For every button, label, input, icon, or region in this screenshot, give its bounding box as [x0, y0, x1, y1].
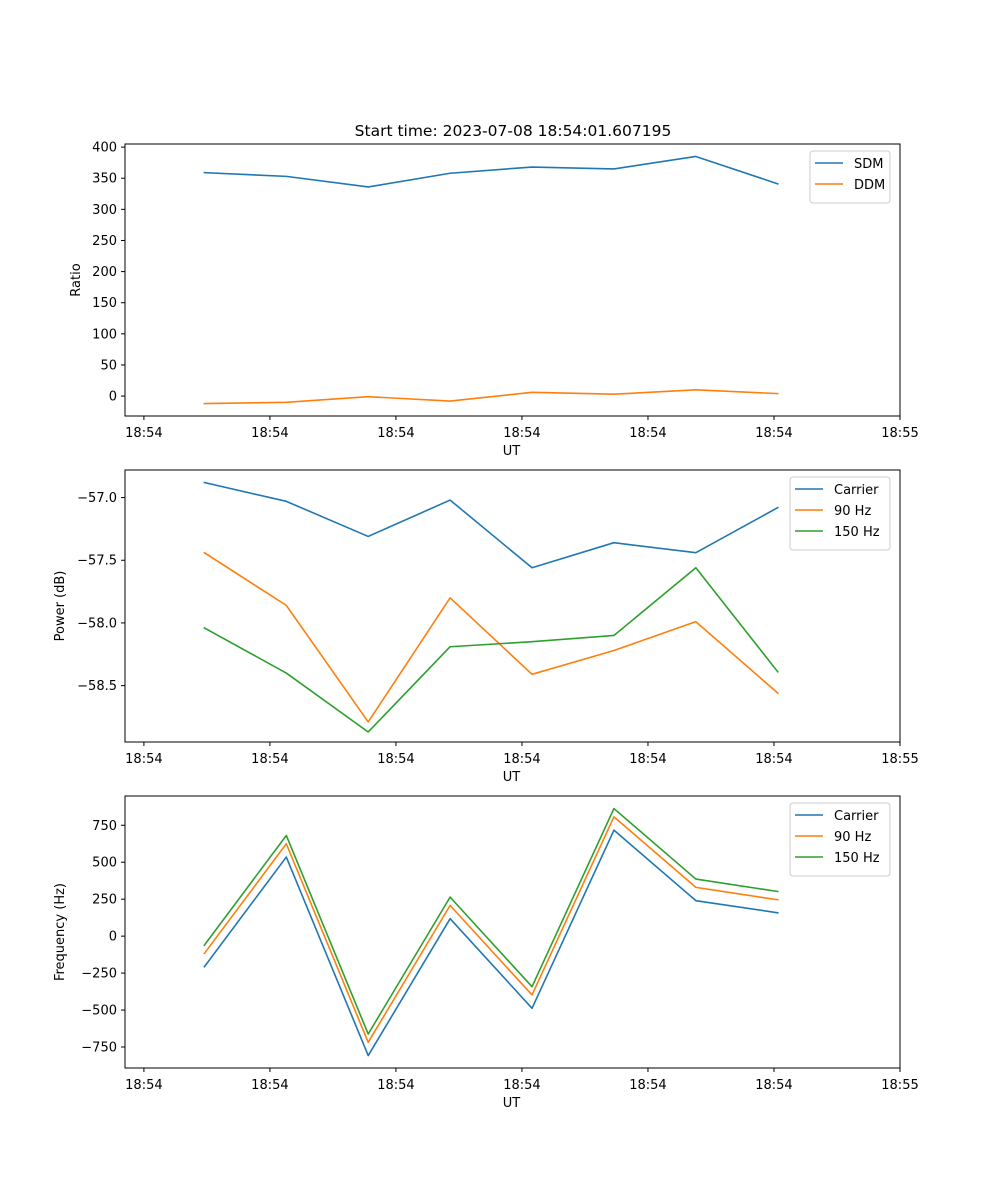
- y-tick-label: 250: [92, 234, 117, 249]
- x-tick-label: 18:54: [125, 1078, 162, 1093]
- y-tick-label: 200: [92, 265, 117, 280]
- y-tick-label: 150: [92, 296, 117, 311]
- y-tick-label: −58.0: [77, 616, 117, 631]
- y-tick-label: −500: [81, 1004, 117, 1019]
- y-axis-label: Frequency (Hz): [53, 883, 68, 981]
- x-tick-label: 18:54: [125, 752, 162, 767]
- y-tick-label: −750: [81, 1041, 117, 1056]
- series-line-carrier: [203, 829, 779, 1057]
- x-tick-label: 18:54: [755, 1078, 792, 1093]
- legend-label: 150 Hz: [834, 851, 880, 866]
- legend-label: 150 Hz: [834, 525, 880, 540]
- chart-panel-3: 18:54 18:54 18:54 18:54 18:54 18:54 18:55 750 50…: [53, 795, 919, 1111]
- y-tick-label: 0: [109, 390, 117, 405]
- legend-label: Carrier: [834, 809, 879, 824]
- legend: Carrier 90 Hz 150 Hz: [789, 802, 891, 877]
- axes-frame: [124, 143, 901, 417]
- x-tick-label: 18:54: [755, 426, 792, 441]
- y-tick-label: −58.5: [77, 679, 117, 694]
- y-tick-label: 400: [92, 141, 117, 156]
- series-line-90-hz: [203, 551, 779, 723]
- x-tick-label: 18:54: [125, 426, 162, 441]
- x-tick-label: 18:54: [251, 1078, 288, 1093]
- x-axis-label: UT: [503, 1096, 521, 1111]
- series-line-150-hz: [203, 566, 779, 733]
- x-tick-label: 18:55: [881, 426, 918, 441]
- x-tick-label: 18:54: [377, 1078, 414, 1093]
- x-tick-label: 18:54: [503, 426, 540, 441]
- legend-label: 90 Hz: [834, 830, 871, 845]
- x-tick-label: 18:54: [377, 752, 414, 767]
- x-tick-label: 18:54: [629, 1078, 666, 1093]
- series-line-150-hz: [203, 807, 779, 1035]
- x-tick-label: 18:54: [503, 752, 540, 767]
- series-line-carrier: [203, 481, 779, 569]
- series-line-sdm: [203, 155, 779, 188]
- y-tick-label: 350: [92, 172, 117, 187]
- legend-frame: [809, 150, 891, 204]
- chart-panel-2: 18:54 18:54 18:54 18:54 18:54 18:54 18:55 −57.0…: [53, 469, 919, 785]
- x-axis-label: UT: [503, 444, 521, 459]
- x-tick-label: 18:54: [251, 426, 288, 441]
- y-tick-label: 500: [92, 856, 117, 871]
- x-tick-label: 18:54: [251, 752, 288, 767]
- figure-title: Start time: 2023-07-08 18:54:01.607195: [355, 122, 672, 140]
- y-tick-label: 100: [92, 327, 117, 342]
- y-tick-label: 750: [92, 819, 117, 834]
- x-tick-label: 18:54: [629, 752, 666, 767]
- x-tick-label: 18:54: [503, 1078, 540, 1093]
- y-tick-label: 300: [92, 203, 117, 218]
- x-tick-label: 18:54: [377, 426, 414, 441]
- y-tick-label: 50: [100, 358, 117, 373]
- y-axis-label: Ratio: [69, 263, 84, 296]
- legend-label: Carrier: [834, 483, 879, 498]
- y-tick-label: 0: [109, 930, 117, 945]
- x-tick-label: 18:55: [881, 1078, 918, 1093]
- legend: SDM DDM: [809, 150, 891, 204]
- y-tick-label: −250: [81, 967, 117, 982]
- x-tick-label: 18:55: [881, 752, 918, 767]
- x-tick-label: 18:54: [629, 426, 666, 441]
- legend: Carrier 90 Hz 150 Hz: [789, 476, 891, 551]
- y-axis-label: Power (dB): [53, 571, 68, 642]
- legend-label: 90 Hz: [834, 504, 871, 519]
- legend-label: DDM: [854, 178, 885, 193]
- y-tick-label: −57.0: [77, 491, 117, 506]
- series-line-ddm: [203, 389, 779, 405]
- x-tick-label: 18:54: [755, 752, 792, 767]
- panels: 18:54 18:54 18:54 18:54 18:54 18:54 18:55 0 50 10…: [53, 141, 919, 1111]
- axes-frame: [124, 469, 901, 743]
- chart-panel-1: 18:54 18:54 18:54 18:54 18:54 18:54 18:55 0 50 10…: [69, 141, 919, 459]
- series-line-90-hz: [203, 816, 779, 1044]
- y-tick-label: −57.5: [77, 554, 117, 569]
- legend-label: SDM: [854, 157, 883, 172]
- x-axis-label: UT: [503, 770, 521, 785]
- axes-frame: [124, 795, 901, 1069]
- y-tick-label: 250: [92, 893, 117, 908]
